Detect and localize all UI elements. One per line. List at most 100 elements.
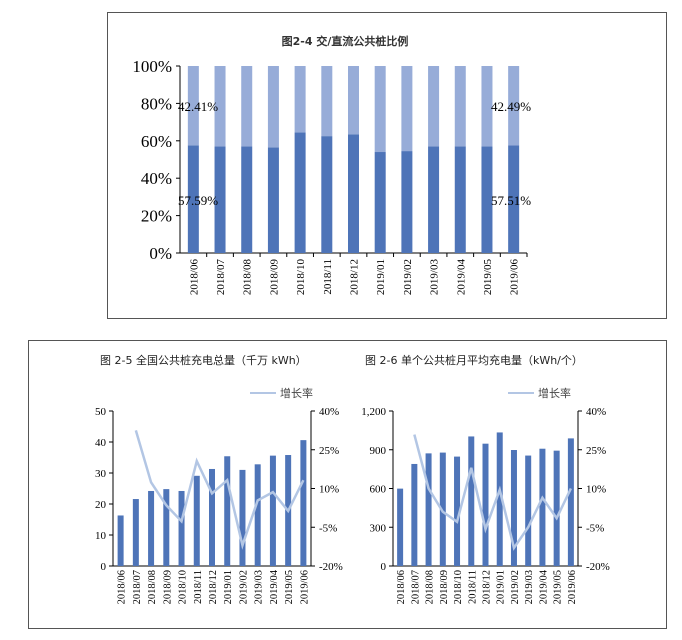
x-tick-label: 2019/06 (299, 570, 310, 604)
data-label: 42.49% (491, 99, 531, 114)
bar (254, 464, 261, 566)
bar-ac (481, 66, 493, 147)
data-label: 57.59% (178, 193, 218, 208)
x-tick-label: 2019/01 (496, 570, 507, 604)
y2-tick-label: 10% (586, 484, 606, 496)
y-tick-label: 600 (370, 484, 387, 496)
bar (411, 463, 418, 566)
y-tick-label: 40 (95, 437, 107, 449)
bar-dc (481, 146, 493, 253)
x-tick-label: 2019/01 (375, 259, 387, 295)
bar-dc (508, 145, 520, 253)
chart-title: 图2-4 交/直流公共桩比例 (282, 34, 409, 48)
bar-ac (294, 66, 306, 133)
x-tick-label: 2018/11 (193, 570, 204, 604)
x-tick-label: 2019/04 (455, 259, 467, 296)
legend-label: 增长率 (280, 386, 313, 400)
y2-tick-label: 25% (586, 445, 606, 457)
bar (567, 438, 574, 566)
x-tick-label: 2019/02 (238, 570, 249, 604)
x-tick-label: 2018/07 (410, 570, 421, 604)
chart-2-5: 图 2-5 全国公共桩充电总量（千万 kWh） 增长率 0 10 20 30 40 50 -20… (95, 353, 343, 604)
bar-dc (214, 146, 226, 253)
bar-ac (401, 66, 413, 152)
bar-dc (294, 132, 306, 253)
y-tick-label: 30 (95, 468, 107, 480)
bar-ac (374, 66, 386, 153)
x-tick-label: 2018/07 (132, 570, 143, 604)
x-tick-label: 2018/12 (208, 570, 219, 604)
x-tick-label: 2019/02 (402, 259, 414, 295)
bar-ac (454, 66, 466, 147)
bar-ac (187, 66, 199, 146)
y-tick-label: 1,200 (361, 406, 386, 418)
x-tick-label: 2019/03 (429, 259, 441, 296)
y-tick-label: 80% (141, 94, 172, 113)
bar-dc (454, 146, 466, 253)
bar (163, 489, 170, 566)
bar (193, 475, 200, 566)
x-tick-label: 2019/01 (223, 570, 234, 604)
x-tick-label: 2019/06 (509, 259, 521, 296)
bar (539, 448, 546, 566)
bar-ac (241, 66, 253, 147)
y-tick-label: 40% (141, 169, 172, 188)
x-tick-label: 2018/10 (453, 570, 464, 604)
bar-dc (241, 146, 253, 253)
y-tick-label: 10 (95, 530, 107, 542)
x-tick-label: 2018/09 (268, 259, 280, 296)
x-tick-label: 2019/04 (269, 569, 280, 604)
x-tick-label: 2019/04 (538, 569, 549, 604)
bar-dc (267, 147, 279, 253)
x-tick-label: 2019/03 (524, 570, 535, 604)
bar-dc (401, 151, 413, 253)
bar (397, 488, 404, 566)
legend-label: 增长率 (538, 386, 571, 400)
y-tick-label: 0 (101, 561, 107, 573)
chart-2-4: 图2-4 交/直流公共桩比例 0% 20% 40% 60% 80% 100% 2018/06 2… (132, 34, 531, 295)
bar-dc (428, 146, 440, 253)
y-tick-label: 100% (132, 57, 172, 76)
data-label: 42.41% (178, 99, 218, 114)
bar (482, 443, 489, 566)
bottom-panel-frame (28, 340, 667, 629)
growth-rate-line (134, 430, 305, 550)
bar-dc (187, 145, 199, 253)
x-tick-label: 2018/06 (117, 570, 128, 604)
chart-title: 图 2-6 单个公共桩月平均充电量（kWh/个） (365, 353, 583, 367)
chart-title: 图 2-5 全国公共桩充电总量（千万 kWh） (100, 353, 307, 367)
x-tick-label: 2018/09 (439, 570, 450, 604)
x-tick-label: 2018/12 (482, 570, 493, 604)
bar (239, 469, 246, 566)
x-tick-label: 2019/02 (510, 570, 521, 604)
bar-dc (374, 152, 386, 253)
y2-tick-label: 10% (319, 484, 339, 496)
bar-ac (428, 66, 440, 147)
x-tick-label: 2019/03 (254, 570, 265, 604)
y-tick-label: 0% (149, 244, 172, 263)
growth-rate-line (413, 434, 573, 551)
y-tick-label: 900 (370, 445, 387, 457)
y2-tick-label: 40% (319, 406, 339, 418)
bar (209, 468, 215, 566)
bar (269, 455, 276, 566)
x-tick-label: 2018/06 (396, 570, 407, 604)
y2-tick-label: -20% (586, 561, 610, 573)
y-tick-label: 300 (370, 522, 387, 534)
bar-ac (321, 66, 333, 137)
bar (454, 456, 461, 566)
y2-tick-label: -5% (586, 522, 604, 534)
x-tick-label: 2018/08 (425, 570, 436, 604)
y-tick-label: 60% (141, 132, 172, 151)
y-tick-label: 20% (141, 207, 172, 226)
x-tick-label: 2018/08 (242, 259, 254, 296)
bar (148, 490, 155, 566)
x-tick-label: 2018/08 (147, 570, 158, 604)
y2-tick-label: -5% (319, 522, 337, 534)
bar-dc (348, 134, 359, 253)
x-tick-label: 2018/07 (215, 259, 227, 296)
bar (510, 450, 517, 566)
bar-ac (267, 66, 279, 148)
data-label: 57.51% (491, 193, 531, 208)
